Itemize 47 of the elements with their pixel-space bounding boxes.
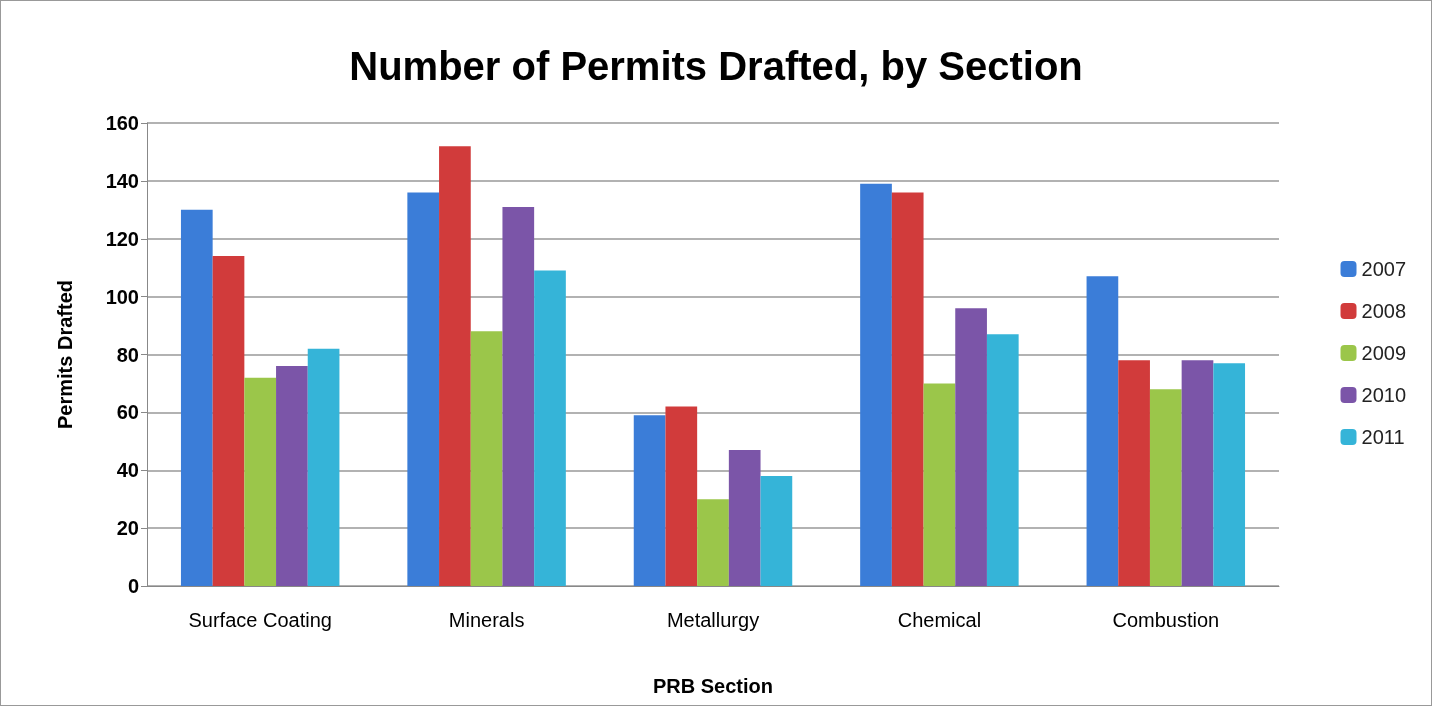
bar [760,476,793,586]
bar [1118,360,1150,586]
bar [665,406,698,586]
bar [180,209,213,586]
x-tick-label: Metallurgy [666,609,760,631]
x-tick-label: Minerals [448,609,525,631]
y-tick-label: 40 [116,459,139,482]
legend-label: 2010 [1361,384,1407,406]
bar [633,415,666,586]
bar [728,449,761,586]
y-axis-title: Permits Drafted [54,280,76,429]
x-tick-label: Combustion [1112,609,1220,631]
bar [307,348,340,586]
y-tick-label: 100 [105,285,139,308]
bar [1181,360,1214,586]
bar [955,308,987,586]
bar [860,183,892,586]
x-tick-label: Surface Coating [188,609,332,631]
legend-label: 2009 [1361,342,1407,364]
y-tick-label: 80 [116,343,139,366]
bar [502,206,535,586]
bar [212,256,245,586]
bar [1149,389,1182,586]
y-tick-label: 160 [105,112,139,134]
y-tick-label: 140 [105,169,139,192]
x-axis-title: PRB Section [652,675,774,697]
y-tick-label: 120 [105,227,139,250]
bar [891,192,924,586]
chart-title: Number of Permits Drafted, by Section [349,44,1083,88]
bar [244,377,277,586]
y-tick-label: 60 [116,401,139,424]
bar [439,146,471,586]
bar [276,366,308,586]
bar [1086,276,1119,586]
bar [407,192,440,586]
bar [534,270,566,586]
bar [1213,363,1246,586]
bar [923,383,956,586]
legend-label: 2008 [1361,300,1407,322]
bar [470,331,503,586]
x-tick-label: Chemical [897,609,982,631]
y-tick-label: 0 [127,575,139,597]
y-tick-label: 20 [116,517,139,540]
bar [697,499,729,586]
legend-label: 2007 [1361,258,1407,280]
bar [986,334,1019,586]
legend-label: 2011 [1361,426,1405,448]
